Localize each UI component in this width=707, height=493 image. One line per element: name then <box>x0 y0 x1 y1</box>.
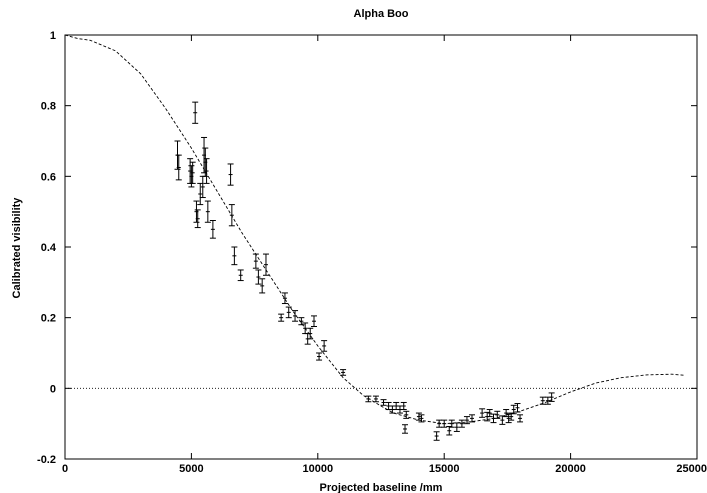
data-point <box>469 414 476 423</box>
data-point <box>285 306 292 319</box>
data-point <box>494 410 501 419</box>
y-tick-label: 0.4 <box>41 242 57 254</box>
data-point <box>436 419 443 428</box>
data-point <box>175 154 182 181</box>
data-point <box>403 410 410 419</box>
data-point <box>463 416 470 425</box>
data-point <box>278 313 285 322</box>
data-point <box>400 401 407 411</box>
data-point <box>281 292 288 305</box>
x-tick-label: 0 <box>62 463 68 475</box>
data-point <box>237 269 244 282</box>
y-tick-label: 1 <box>50 30 56 42</box>
data-point <box>365 395 372 403</box>
plot-frame <box>64 34 698 460</box>
data-point <box>415 412 422 421</box>
data-point <box>255 269 262 285</box>
data-point <box>499 415 506 425</box>
data-point <box>292 310 299 322</box>
data-point <box>192 101 199 124</box>
data-point <box>446 425 453 436</box>
y-tick-label: 0.8 <box>41 101 56 113</box>
data-point <box>307 327 314 340</box>
data-point <box>510 404 517 415</box>
data-point <box>486 409 493 418</box>
data-point <box>311 315 318 327</box>
x-axis-label: Projected baseline /mm <box>320 482 443 493</box>
data-point <box>448 419 455 428</box>
data-point <box>517 414 524 423</box>
x-tick-label: 10000 <box>303 463 334 475</box>
data-point <box>209 220 216 239</box>
data-point <box>433 431 440 441</box>
x-tick-label: 5000 <box>179 463 203 475</box>
data-point <box>453 422 460 432</box>
data-point <box>418 414 425 423</box>
data-point <box>321 340 328 352</box>
data-point <box>539 396 546 405</box>
y-tick-label: 0.6 <box>41 171 56 183</box>
data-point <box>202 147 209 177</box>
y-tick-label: -0.2 <box>37 454 56 466</box>
data-point <box>194 209 201 229</box>
data-point <box>259 278 266 294</box>
data-point <box>189 161 196 184</box>
data-point <box>203 158 210 184</box>
data-point <box>231 246 238 266</box>
data-point <box>458 419 465 428</box>
data-point <box>372 395 379 403</box>
data-point <box>514 403 521 413</box>
data-point <box>505 413 512 424</box>
y-tick-label: 0.2 <box>41 313 56 325</box>
data-point <box>316 352 323 361</box>
data-point <box>503 409 510 418</box>
data-point <box>298 317 305 326</box>
data-point <box>262 253 269 276</box>
data-point <box>479 408 486 418</box>
data-point <box>340 369 347 376</box>
data-point <box>197 182 204 206</box>
y-axis-label: Calibrated visibility <box>11 197 23 299</box>
data-point <box>548 392 555 402</box>
model-curve <box>64 34 685 425</box>
plot-area: 0 5000 10000 15000 20000 25000 -0.2 0 0.2 0.4 0.6 0… <box>37 30 707 475</box>
data-point <box>201 136 208 174</box>
data-point <box>402 424 409 434</box>
data-point <box>380 399 387 406</box>
y-tick-label: 0 <box>50 383 56 395</box>
data-point <box>227 163 234 186</box>
data-point <box>204 200 211 223</box>
data-point <box>228 204 235 227</box>
chart-title: Alpha Boo <box>354 8 409 20</box>
data-point <box>441 419 448 428</box>
data-point <box>252 253 259 269</box>
x-tick-label: 25000 <box>676 463 707 475</box>
x-tick-label: 20000 <box>555 463 586 475</box>
x-tick-label: 15000 <box>429 463 460 475</box>
